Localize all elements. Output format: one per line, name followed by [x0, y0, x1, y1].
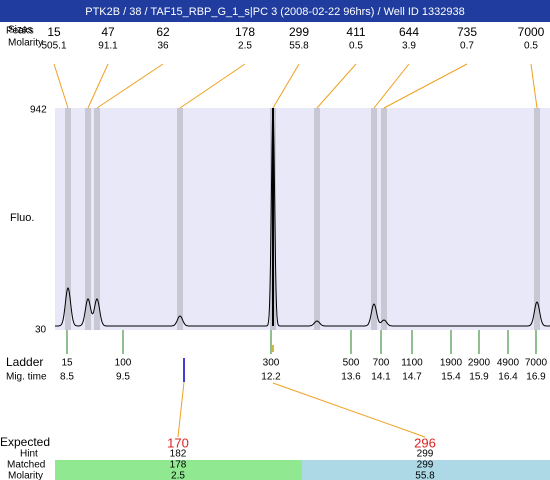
- peak-connector: [373, 63, 410, 109]
- hint-value: 299: [417, 449, 434, 460]
- peak-band: [534, 108, 540, 330]
- peak-band: [314, 108, 320, 330]
- expected-connector: [272, 382, 426, 438]
- matched-bg-2: [302, 460, 550, 480]
- ladder-time: 9.5: [116, 372, 130, 383]
- ladder-size: 1100: [401, 358, 423, 369]
- expected-size: 296: [414, 435, 436, 450]
- ladder-time: 15.9: [469, 372, 489, 383]
- y-min: 30: [35, 325, 47, 336]
- peak-connector: [383, 63, 468, 109]
- matched-value: 299: [417, 460, 434, 471]
- molarity-row-label: Molarity: [8, 471, 43, 480]
- ladder-time: 14.1: [371, 372, 391, 383]
- molarity-value: 55.8: [415, 471, 435, 480]
- peak-size: 62: [156, 25, 170, 39]
- peak-size: 411: [346, 25, 365, 39]
- matched-label: Matched: [7, 460, 45, 471]
- peak-molarity: 36: [157, 41, 169, 52]
- peak-molarity: 0.5: [524, 41, 538, 52]
- peak-size: 735: [457, 25, 477, 39]
- ladder-size: 100: [115, 358, 132, 369]
- peak-size: 15: [47, 25, 61, 39]
- plot-area: [55, 108, 550, 330]
- expected-label: Expected: [0, 435, 50, 449]
- ladder-size: 500: [343, 358, 360, 369]
- peak-connector: [96, 63, 164, 109]
- peak-size: 644: [399, 25, 419, 39]
- peak-band: [65, 108, 71, 330]
- ladder-size: 4900: [497, 358, 520, 369]
- sizes-label: Sizes: [8, 25, 32, 36]
- hint-label: Hint: [20, 449, 38, 460]
- peak-connector: [272, 63, 300, 109]
- peak-band: [94, 108, 100, 330]
- ladder-time: 15.4: [441, 372, 461, 383]
- mig-label: Mig. time: [6, 372, 47, 383]
- peak-molarity: 0.7: [460, 41, 474, 52]
- molarity-label: Molarity: [8, 38, 43, 49]
- title: PTK2B / 38 / TAF15_RBP_G_1_s|PC 3 (2008-…: [85, 6, 465, 18]
- molarity-value: 2.5: [171, 471, 185, 480]
- ladder-time: 16.9: [526, 372, 546, 383]
- peak-size: 7000: [518, 25, 545, 39]
- ladder-size: 300: [263, 358, 280, 369]
- peak-molarity: 505.1: [41, 41, 66, 52]
- peak-connector: [530, 63, 538, 109]
- ladder-size: 1900: [440, 358, 463, 369]
- matched-bg-1: [55, 460, 302, 480]
- peak-size: 47: [101, 25, 115, 39]
- y-max: 942: [30, 105, 47, 116]
- peak-molarity: 2.5: [238, 41, 252, 52]
- peak-molarity: 55.8: [289, 41, 309, 52]
- peak-connector: [53, 63, 69, 109]
- ladder-size: 700: [373, 358, 390, 369]
- ladder-size: 2900: [468, 358, 491, 369]
- trace: [55, 108, 550, 327]
- expected-size: 170: [167, 435, 189, 450]
- ladder-time: 8.5: [60, 372, 74, 383]
- expected-connector: [177, 381, 185, 438]
- ladder-label: Ladder: [6, 355, 43, 369]
- peak-connector: [316, 63, 357, 109]
- peak-connector: [179, 63, 246, 109]
- peak-size: 299: [289, 25, 309, 39]
- matched-value: 178: [170, 460, 187, 471]
- peak-connector: [87, 63, 109, 109]
- ladder-size: 15: [61, 358, 73, 369]
- peak-molarity: 91.1: [98, 41, 118, 52]
- y-label: Fluo.: [10, 212, 34, 224]
- peak-band: [381, 108, 387, 330]
- ladder-time: 14.7: [402, 372, 422, 383]
- peak-band: [371, 108, 377, 330]
- peak-molarity: 3.9: [402, 41, 416, 52]
- peak-molarity: 0.5: [349, 41, 363, 52]
- title-bar: [0, 0, 550, 22]
- ladder-size: 7000: [525, 358, 548, 369]
- peak-band: [85, 108, 91, 330]
- hint-value: 182: [170, 449, 187, 460]
- peak-band: [177, 108, 183, 330]
- peak-size: 178: [235, 25, 255, 39]
- ladder-time: 12.2: [261, 372, 281, 383]
- ladder-time: 13.6: [341, 372, 361, 383]
- ladder-time: 16.4: [498, 372, 518, 383]
- peaks-label: Peaks: [6, 26, 34, 37]
